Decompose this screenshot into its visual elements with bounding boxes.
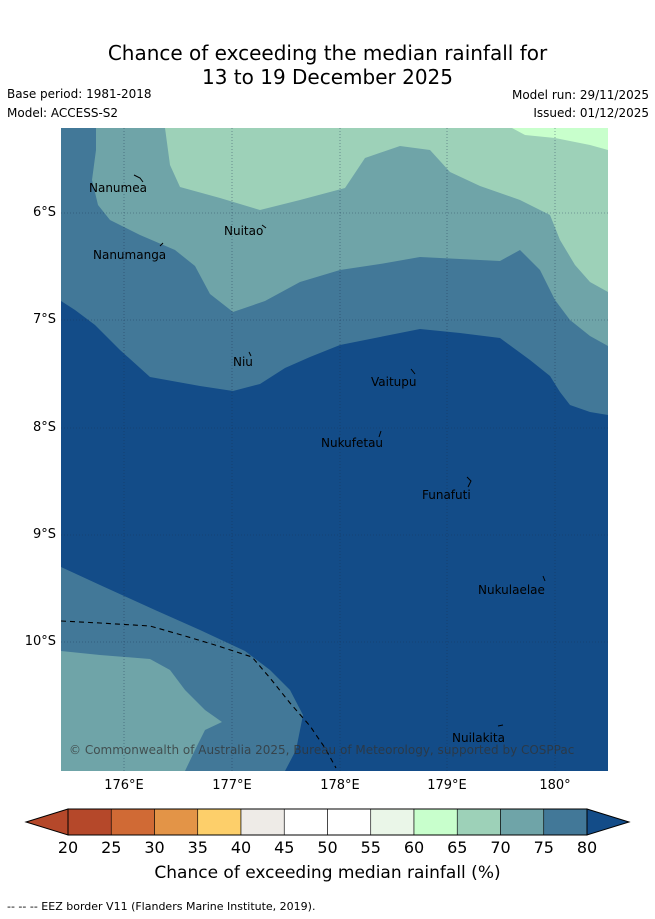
island-label-funafuti: Funafuti — [422, 488, 471, 502]
lon-label-179e: 179°E — [427, 778, 467, 793]
lat-label-10s: 10°S — [24, 634, 56, 649]
copyright-text: © Commonwealth of Australia 2025, Bureau… — [69, 743, 574, 757]
colorbar-cell-60-65 — [413, 808, 458, 836]
colorbar-cell-50-55 — [327, 808, 372, 836]
island-label-nanumea: Nanumea — [89, 181, 147, 195]
colorbar-tick-55: 55 — [360, 838, 381, 857]
colorbar-cell-40-45 — [240, 808, 285, 836]
rainfall-map: Nanumea Nuitao Nanumanga Niu Vaitupu Nuk… — [61, 128, 608, 771]
contour-70-75-south — [61, 651, 222, 771]
lon-label-177e: 177°E — [212, 778, 252, 793]
lat-label-8s: 8°S — [32, 420, 56, 435]
graticule — [61, 128, 608, 771]
colorbar-tick-35: 35 — [187, 838, 208, 857]
colorbar — [24, 808, 631, 836]
island-shape-nuitao — [261, 224, 267, 229]
lat-label-9s: 9°S — [32, 527, 56, 542]
island-shape-nanumea — [133, 174, 144, 183]
base-period: Base period: 1981-2018 — [7, 87, 152, 101]
colorbar-cell-20-25 — [67, 808, 112, 836]
colorbar-tick-50: 50 — [317, 838, 338, 857]
colorbar-frame — [67, 808, 588, 836]
colorbar-cell-75-80 — [543, 808, 588, 836]
island-shape-nukufetau — [378, 430, 382, 438]
contour-60-65 — [512, 128, 608, 150]
eez-border-line — [61, 620, 337, 769]
colorbar-tick-25: 25 — [101, 838, 122, 857]
lon-label-178e: 178°E — [320, 778, 360, 793]
chart-title-line2: 13 to 19 December 2025 — [201, 65, 453, 89]
lon-label-176e: 176°E — [104, 778, 144, 793]
colorbar-cell-25-30 — [110, 808, 155, 836]
island-shape-nanumanga — [159, 242, 164, 247]
colorbar-tick-40: 40 — [230, 838, 252, 857]
colorbar-cell-70-75 — [500, 808, 545, 836]
lat-label-7s: 7°S — [32, 312, 56, 327]
island-shape-funafuti — [466, 476, 472, 488]
eez-legend: -- -- -- EEZ border V11 (Flanders Marine… — [7, 900, 316, 913]
colorbar-cell-35-40 — [197, 808, 242, 836]
lon-label-180: 180° — [539, 778, 571, 793]
island-label-vaitupu: Vaitupu — [371, 375, 417, 389]
island-label-nukufetau: Nukufetau — [321, 436, 383, 450]
issued-date: Issued: 01/12/2025 — [533, 106, 649, 120]
chart-title-line1: Chance of exceeding the median rainfall … — [107, 41, 548, 65]
island-label-niu: Niu — [233, 355, 253, 369]
island-shape-nukulaelae — [542, 575, 546, 582]
colorbar-tick-65: 65 — [447, 838, 468, 857]
model-run: Model run: 29/11/2025 — [511, 88, 649, 102]
island-outlines — [133, 174, 546, 727]
colorbar-tick-80: 80 — [576, 838, 598, 857]
colorbar-tick-70: 70 — [490, 838, 511, 857]
colorbar-cell-30-35 — [154, 808, 199, 836]
colorbar-tick-60: 60 — [403, 838, 425, 857]
island-label-nuitao: Nuitao — [224, 224, 263, 238]
colorbar-cell-55-60 — [370, 808, 415, 836]
island-shape-nuilakita — [497, 724, 504, 727]
colorbar-tick-45: 45 — [274, 838, 295, 857]
colorbar-cell-65-70 — [456, 808, 501, 836]
colorbar-high-arrow — [586, 808, 631, 836]
lat-label-6s: 6°S — [32, 205, 56, 220]
colorbar-title: Chance of exceeding median rainfall (%) — [154, 863, 501, 883]
colorbar-cell-45-50 — [283, 808, 328, 836]
contour-65-70-north — [165, 128, 608, 292]
colorbar-tick-20: 20 — [57, 838, 79, 857]
colorbar-tick-30: 30 — [144, 838, 165, 857]
model-name: Model: ACCESS-S2 — [7, 106, 119, 120]
island-label-nuilakita: Nuilakita — [452, 731, 505, 745]
colorbar-tick-75: 75 — [533, 838, 554, 857]
island-label-nanumanga: Nanumanga — [93, 248, 166, 262]
island-shape-niu — [248, 351, 252, 357]
colorbar-low-arrow — [24, 808, 69, 836]
island-shape-vaitupu — [410, 368, 416, 375]
island-label-nukulaelae: Nukulaelae — [478, 583, 545, 597]
